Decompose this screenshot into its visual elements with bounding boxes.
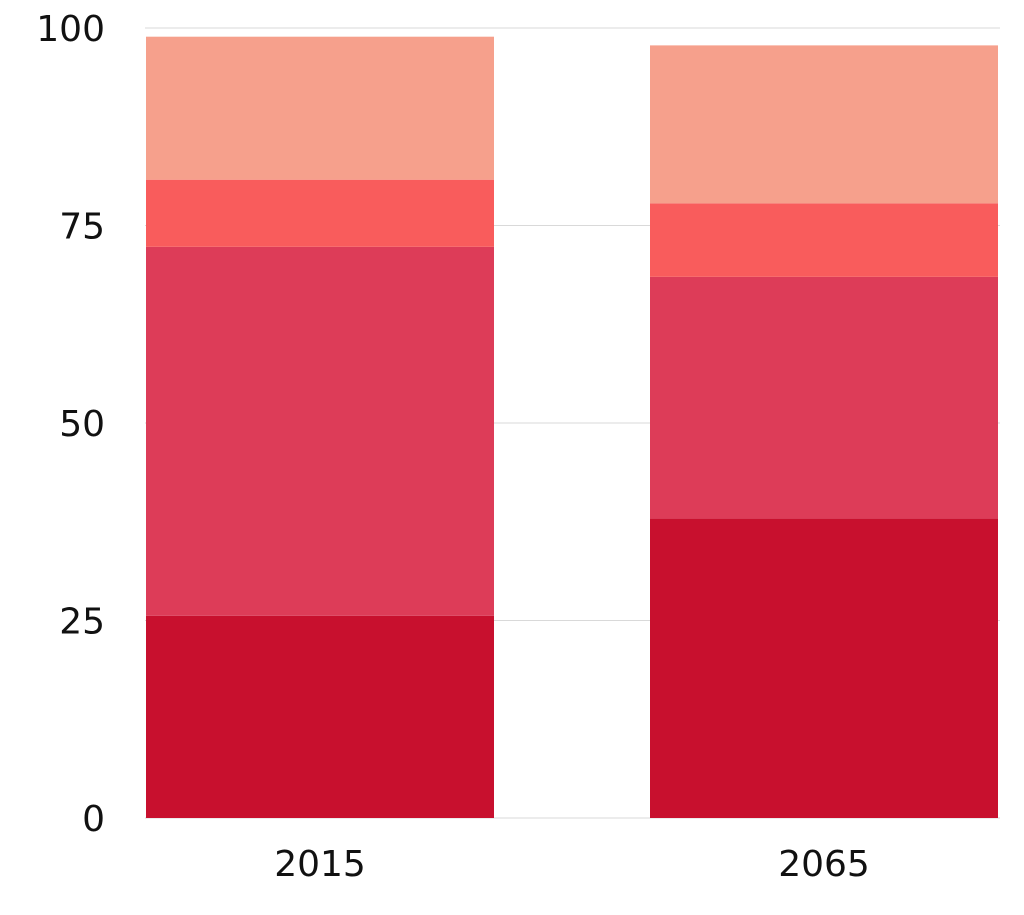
y-tick-label: 100 [36,9,105,50]
bar-segment-2065-4 [650,45,998,204]
bar-segment-2015-3 [146,179,494,247]
x-axis-tick-labels: 2015 2065 [274,844,870,885]
bar-segment-2065-1 [650,518,998,818]
y-tick-label: 50 [59,404,105,445]
y-axis-tick-labels: 0 25 50 75 100 [36,9,105,840]
x-tick-label: 2015 [274,844,366,885]
bar-segment-2015-2 [146,246,494,616]
bar-segment-2065-3 [650,203,998,277]
y-tick-label: 0 [82,799,105,840]
y-tick-label: 25 [59,602,105,643]
bars [146,36,998,818]
y-tick-label: 75 [59,207,105,248]
bar-segment-2015-1 [146,615,494,818]
x-tick-label: 2065 [778,844,870,885]
bar-segment-2015-4 [146,36,494,180]
bar-segment-2065-2 [650,276,998,519]
